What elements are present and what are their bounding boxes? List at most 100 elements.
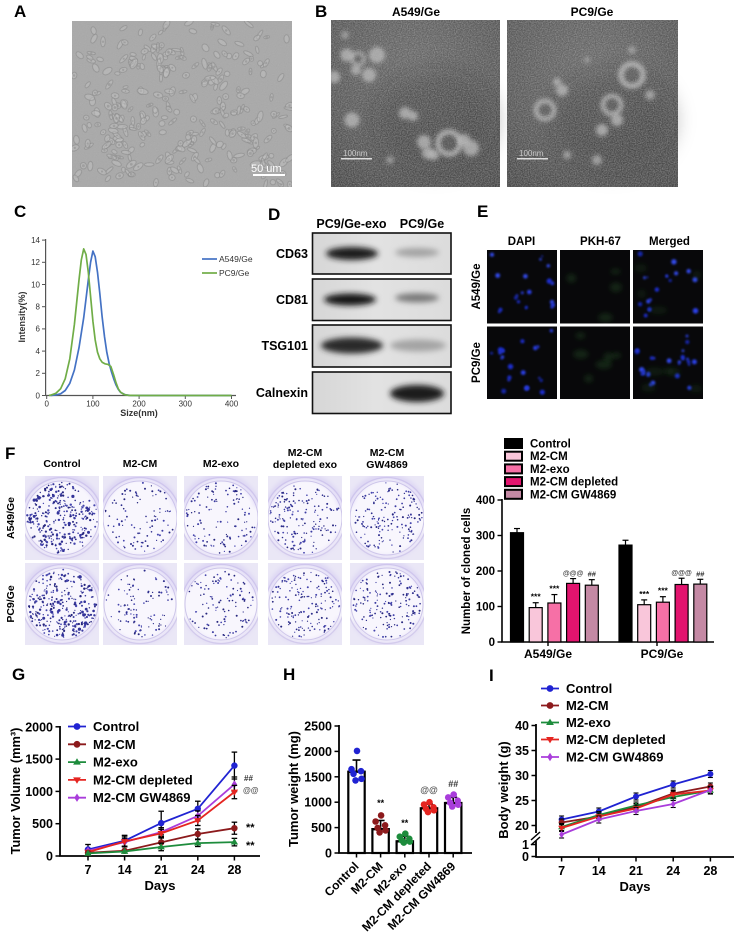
svg-text:M2-exo: M2-exo	[93, 755, 138, 770]
svg-text:2000: 2000	[304, 745, 332, 759]
svg-text:A549/Ge: A549/Ge	[471, 263, 483, 309]
svg-text:PC9/Ge: PC9/Ge	[400, 217, 445, 231]
svg-text:***: ***	[639, 589, 650, 599]
svg-text:M2-CM GW4869: M2-CM GW4869	[93, 790, 191, 805]
svg-text:PKH-67: PKH-67	[580, 236, 621, 248]
svg-text:M2-CM depleted: M2-CM depleted	[93, 772, 193, 787]
svg-text:M2-CM: M2-CM	[123, 458, 158, 470]
svg-text:1500: 1500	[304, 770, 332, 784]
svg-text:1: 1	[522, 838, 529, 852]
svg-text:Intensity(%): Intensity(%)	[17, 291, 27, 342]
svg-text:8: 8	[36, 303, 41, 312]
svg-text:M2-CM: M2-CM	[288, 447, 323, 459]
svg-text:400: 400	[225, 400, 239, 409]
svg-text:A549/Ge: A549/Ge	[219, 254, 253, 264]
svg-text:***: ***	[549, 584, 560, 594]
svg-text:20: 20	[515, 819, 529, 833]
svg-text:1000: 1000	[25, 785, 53, 799]
svg-text:@@@: @@@	[671, 570, 692, 577]
svg-text:200: 200	[132, 400, 146, 409]
svg-text:200: 200	[476, 566, 495, 578]
svg-text:M2-exo: M2-exo	[530, 464, 570, 476]
svg-text:Control: Control	[566, 681, 612, 696]
svg-text:14: 14	[31, 236, 40, 245]
svg-text:**: **	[246, 840, 255, 852]
svg-text:Days: Days	[619, 879, 650, 894]
svg-text:@@: @@	[243, 786, 259, 795]
svg-text:Body weight (g): Body weight (g)	[496, 741, 511, 839]
svg-text:##: ##	[588, 570, 597, 579]
svg-text:500: 500	[32, 817, 53, 831]
svg-text:6: 6	[36, 325, 41, 334]
svg-text:GW4869: GW4869	[366, 459, 408, 471]
svg-text:10: 10	[31, 280, 40, 289]
svg-text:PC9/Ge: PC9/Ge	[641, 647, 684, 661]
svg-text:TSG101: TSG101	[261, 339, 308, 353]
svg-text:@@: @@	[420, 785, 438, 795]
svg-text:0: 0	[489, 637, 495, 649]
svg-text:depleted exo: depleted exo	[273, 459, 337, 471]
svg-text:100nm: 100nm	[519, 149, 544, 158]
svg-text:M2-CM: M2-CM	[566, 698, 609, 713]
svg-text:M2-CM: M2-CM	[93, 737, 136, 752]
svg-text:***: ***	[531, 592, 542, 602]
svg-text:1000: 1000	[304, 796, 332, 810]
svg-text:28: 28	[227, 863, 241, 877]
svg-text:100: 100	[86, 400, 100, 409]
svg-text:M2-CM: M2-CM	[370, 447, 405, 459]
svg-text:24: 24	[191, 863, 205, 877]
svg-text:400: 400	[476, 495, 495, 507]
svg-text:24: 24	[666, 864, 680, 878]
svg-text:##: ##	[244, 774, 253, 783]
svg-text:30: 30	[515, 769, 529, 783]
svg-text:21: 21	[629, 864, 643, 878]
svg-text:14: 14	[592, 864, 606, 878]
svg-text:4: 4	[36, 347, 41, 356]
svg-text:50 um: 50 um	[251, 163, 282, 175]
svg-text:CD81: CD81	[276, 293, 308, 307]
svg-text:1500: 1500	[25, 753, 53, 767]
svg-text:##: ##	[696, 569, 705, 578]
svg-text:7: 7	[85, 863, 92, 877]
svg-text:PC9/Ge: PC9/Ge	[219, 268, 250, 278]
svg-text:PC9/Ge-exo: PC9/Ge-exo	[316, 217, 387, 231]
svg-text:300: 300	[476, 531, 495, 543]
svg-text:100nm: 100nm	[343, 149, 368, 158]
svg-text:Tumor Volume (mm³): Tumor Volume (mm³)	[8, 728, 23, 855]
svg-text:Control: Control	[43, 458, 80, 470]
svg-text:##: ##	[448, 779, 458, 789]
svg-text:300: 300	[179, 400, 193, 409]
svg-text:Calnexin: Calnexin	[256, 386, 308, 400]
svg-text:M2-CM GW4869: M2-CM GW4869	[530, 489, 616, 501]
svg-text:**: **	[377, 798, 385, 808]
svg-text:M2-CM: M2-CM	[530, 451, 568, 463]
svg-text:Control: Control	[530, 439, 571, 451]
svg-text:12: 12	[31, 258, 40, 267]
svg-text:35: 35	[515, 744, 529, 758]
svg-text:DAPI: DAPI	[508, 236, 535, 248]
svg-text:0: 0	[325, 847, 332, 861]
svg-text:40: 40	[515, 719, 529, 733]
svg-text:@@@: @@@	[563, 571, 584, 578]
svg-text:M2-CM depleted: M2-CM depleted	[566, 732, 666, 747]
svg-text:A549/Ge: A549/Ge	[5, 497, 17, 539]
svg-text:100: 100	[476, 602, 495, 614]
svg-text:**: **	[246, 822, 255, 834]
svg-text:PC9/Ge: PC9/Ge	[471, 342, 483, 383]
svg-text:2000: 2000	[25, 720, 53, 734]
svg-text:0: 0	[36, 391, 41, 400]
svg-text:**: **	[401, 818, 409, 828]
svg-text:Tumor weight (mg): Tumor weight (mg)	[286, 731, 301, 847]
svg-text:7: 7	[558, 864, 565, 878]
svg-text:28: 28	[703, 864, 717, 878]
svg-text:PC9/Ge: PC9/Ge	[5, 585, 17, 623]
svg-text:M2-exo: M2-exo	[203, 458, 239, 470]
svg-text:Merged: Merged	[649, 236, 690, 248]
svg-text:0: 0	[522, 850, 529, 864]
svg-text:21: 21	[154, 863, 168, 877]
svg-text:Days: Days	[144, 878, 175, 893]
svg-text:***: ***	[658, 586, 669, 596]
svg-text:Control: Control	[93, 719, 139, 734]
svg-text:500: 500	[311, 821, 332, 835]
svg-text:0: 0	[46, 850, 53, 864]
